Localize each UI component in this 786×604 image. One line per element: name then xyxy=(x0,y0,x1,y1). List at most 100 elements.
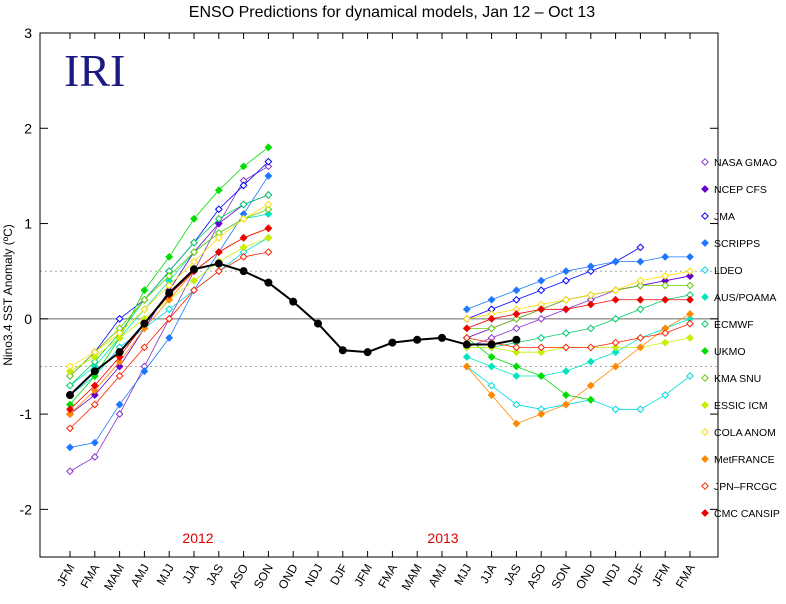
forecast-marker xyxy=(90,353,99,361)
forecast-marker xyxy=(487,362,496,371)
forecast-marker xyxy=(264,205,273,214)
forecast-marker xyxy=(115,362,124,371)
x-tick-label: OND xyxy=(573,561,599,591)
chart-title: ENSO Predictions for dynamical models, J… xyxy=(189,4,596,21)
forecast-marker xyxy=(537,305,546,314)
legend-marker xyxy=(701,266,709,274)
forecast-marker xyxy=(537,314,546,323)
forecast-marker xyxy=(90,438,99,447)
legend-marker xyxy=(701,374,709,382)
forecast-marker xyxy=(239,233,248,242)
legend-marker xyxy=(701,455,709,463)
forecast-line xyxy=(466,313,691,425)
forecast-marker xyxy=(586,357,595,366)
forecast-marker xyxy=(686,333,694,342)
forecast-marker xyxy=(165,272,174,280)
forecast-marker xyxy=(686,319,694,328)
forecast-marker xyxy=(636,295,645,304)
forecast-marker xyxy=(487,324,496,333)
forecast-marker xyxy=(512,348,521,357)
forecast-marker xyxy=(462,333,471,342)
forecast-marker xyxy=(214,233,223,242)
forecast-line xyxy=(466,337,691,353)
forecast-marker xyxy=(487,353,496,361)
x-tick-label: FMA xyxy=(78,562,103,591)
forecast-marker xyxy=(562,400,570,409)
forecast-marker xyxy=(90,391,99,399)
forecast-marker xyxy=(462,324,471,333)
forecast-marker xyxy=(661,252,670,261)
legend-label: SCRIPPS xyxy=(714,238,760,250)
forecast-marker xyxy=(636,243,645,252)
forecast-marker xyxy=(487,295,496,304)
forecast-marker xyxy=(611,405,620,414)
forecast-marker xyxy=(190,248,198,257)
x-tick-label: FMA xyxy=(673,562,698,591)
x-tick-label: JJA xyxy=(477,562,499,586)
y-tick-label: 0 xyxy=(24,311,32,327)
forecast-marker xyxy=(66,362,74,371)
forecast-line xyxy=(466,247,641,320)
forecast-marker xyxy=(264,162,273,171)
legend-label: JPN–FRCGC xyxy=(714,481,777,493)
forecast-marker xyxy=(611,362,620,371)
observed-point xyxy=(214,259,223,268)
forecast-marker xyxy=(264,200,273,209)
forecast-marker xyxy=(636,333,645,342)
forecast-marker xyxy=(512,362,521,371)
x-tick-label: DJF xyxy=(625,562,648,588)
forecast-line xyxy=(466,323,691,348)
forecast-marker xyxy=(239,200,248,209)
forecast-marker xyxy=(264,191,273,199)
forecast-marker xyxy=(686,272,694,280)
forecast-marker xyxy=(66,367,74,376)
legend-label: KMA SNU xyxy=(714,373,761,385)
legend-marker xyxy=(701,428,709,436)
legend-marker xyxy=(701,158,709,166)
x-tick-label: AMJ xyxy=(425,562,449,590)
forecast-marker xyxy=(239,214,248,223)
forecast-marker xyxy=(487,391,496,399)
observed-point xyxy=(438,333,446,342)
x-tick-label: SON xyxy=(251,562,276,592)
forecast-marker xyxy=(512,372,521,380)
forecast-marker xyxy=(264,210,273,218)
x-tick-label: MAM xyxy=(101,562,127,593)
legend-marker xyxy=(701,293,709,301)
forecast-marker xyxy=(686,372,694,380)
forecast-marker xyxy=(115,357,124,366)
forecast-marker xyxy=(190,214,198,223)
forecast-marker xyxy=(562,305,570,314)
forecast-marker xyxy=(214,267,223,276)
forecast-marker xyxy=(239,243,248,252)
forecast-marker xyxy=(90,400,99,409)
forecast-marker xyxy=(165,252,174,261)
legend-marker xyxy=(701,347,709,355)
legend-marker xyxy=(701,185,709,193)
logo: IRI xyxy=(64,45,125,96)
legend-label: MetFRANCE xyxy=(714,454,775,466)
forecast-marker xyxy=(115,400,124,409)
forecast-marker xyxy=(686,281,694,290)
x-tick-label: MJJ xyxy=(451,562,474,588)
forecast-marker xyxy=(686,310,694,318)
forecast-marker xyxy=(661,295,670,304)
x-tick-label: MAM xyxy=(399,562,425,593)
forecast-marker xyxy=(190,286,198,295)
forecast-marker xyxy=(462,314,471,323)
x-tick-label: ASO xyxy=(226,562,251,591)
legend-label: CMC CANSIP xyxy=(714,508,780,520)
observed-point xyxy=(264,278,273,287)
observed-point xyxy=(140,319,149,328)
forecast-marker xyxy=(214,214,223,223)
forecast-marker xyxy=(90,386,99,395)
forecast-marker xyxy=(462,305,471,314)
legend-marker xyxy=(701,401,709,409)
observed-point xyxy=(165,289,174,298)
forecast-marker xyxy=(190,276,198,285)
forecast-marker xyxy=(586,291,595,299)
forecast-marker xyxy=(66,467,74,476)
observed-point xyxy=(487,340,496,349)
forecast-marker xyxy=(264,172,273,180)
